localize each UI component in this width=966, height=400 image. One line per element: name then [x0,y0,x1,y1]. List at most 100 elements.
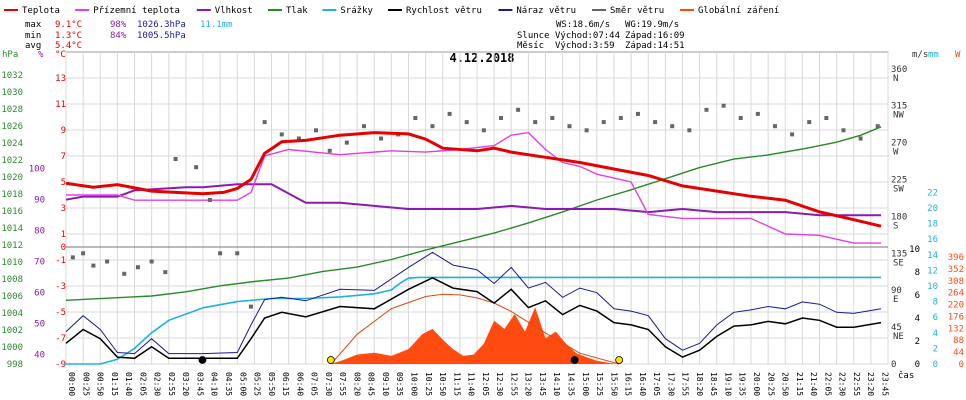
legend-label-2: Vlhkost [215,6,253,16]
moon-label: Měsíc [517,41,544,51]
time-tick-41: 17:05 [652,372,661,396]
wind-dir-point [653,120,658,125]
time-tick-22: 09:10 [381,372,390,396]
time-tick-55: 22:55 [852,372,861,396]
time-tick-27: 11:15 [452,372,461,396]
hpa-tick-6: 1020 [1,173,23,183]
time-tick-42: 17:30 [666,372,675,396]
legend-label-6: Náraz větru [516,6,576,16]
wind-dir-point [122,271,127,276]
stat-max-temp: 9.1°C [55,20,82,30]
wind-dir-point [327,148,332,153]
time-tick-37: 15:25 [595,372,604,396]
marker-moonset [570,356,579,364]
mm-tick-0: 22 [927,188,938,198]
moon-set: Západ:14:51 [625,41,685,51]
w-tick-1: 352 [948,265,964,275]
dir-card-4: S [893,221,898,231]
wind-gust-max: WG:19.9m/s [625,20,679,30]
w-unit: W [955,50,961,60]
wind-dir-point [533,120,538,125]
time-tick-26: 10:50 [438,372,447,396]
time-tick-0: 00:00 [67,372,76,396]
stat-min-temp: 1.3°C [55,31,82,41]
w-tick-4: 220 [948,301,964,311]
hpa-tick-5: 1022 [1,156,23,166]
wind-dir-point [687,128,692,133]
dir-tick-4: 180 [891,212,907,222]
wind-dir-point [567,124,572,129]
time-tick-48: 20:00 [752,372,761,396]
radiation-theoretical-curve [330,293,620,365]
time-tick-46: 19:10 [723,372,732,396]
wind-dir-point [105,259,110,264]
wind-line [65,276,882,360]
wind-dir-point [279,132,284,137]
degc-unit: °C [55,50,66,60]
wind-dir-point [481,128,486,133]
pct-tick-2: 80 [34,227,45,237]
wind-dir-point [498,116,503,120]
time-tick-32: 13:20 [524,372,533,396]
mm-tick-7: 8 [933,298,938,308]
legend-label-4: Srážky [340,6,373,16]
time-tick-24: 10:00 [410,372,419,396]
time-tick-4: 01:40 [124,372,133,396]
wind-dir-point [248,304,253,309]
wind-dir-point [584,128,589,133]
time-tick-11: 04:35 [224,372,233,396]
ms-tick-4: 2 [915,337,920,347]
wind-dir-point [218,251,223,256]
time-tick-49: 20:25 [766,372,775,396]
time-tick-35: 14:35 [566,372,575,396]
degc-tick-11: -7 [55,334,66,344]
humidity-line [65,183,882,217]
dir-card-3: SW [893,185,904,195]
time-tick-8: 03:20 [181,372,190,396]
w-tick-3: 264 [948,289,964,299]
dir-tick-6: 90 [891,286,902,296]
time-tick-21: 08:45 [367,372,376,396]
w-tick-8: 44 [953,348,964,358]
stat-max-label: max [25,20,42,30]
time-tick-29: 12:05 [481,372,490,396]
stat-min-hum: 84% [110,31,127,41]
time-tick-31: 12:55 [509,372,518,396]
rain-line [66,276,882,365]
wind-dir-point [149,259,154,264]
time-tick-12: 05:00 [238,372,247,396]
legend-label-7: Směr větru [610,6,664,16]
wind-dir-point [841,128,846,133]
wind-dir-point [807,120,812,125]
time-tick-34: 14:10 [552,372,561,396]
dir-tick-5: 135 [891,249,907,259]
time-tick-47: 19:35 [738,372,747,396]
hpa-tick-14: 1004 [1,309,23,319]
hpa-tick-17: 998 [7,360,23,370]
wind-dir-point [296,136,301,141]
legend-label-0: Teplota [22,6,60,16]
legend-label-8: Globální záření [698,6,779,16]
wind-dir-point [379,136,384,141]
hpa-tick-7: 1018 [1,190,23,200]
time-tick-13: 05:25 [253,372,262,396]
hpa-tick-13: 1006 [1,292,23,302]
time-tick-38: 15:50 [609,372,618,396]
w-tick-7: 88 [953,336,964,346]
dir-card-6: E [893,295,898,305]
wind-dir-point [875,124,880,129]
wind-dir-point [173,157,178,161]
hpa-tick-8: 1016 [1,207,23,217]
hpa-unit: hPa [2,50,18,60]
moon-rise: Východ:3:59 [555,41,615,51]
pct-tick-1: 90 [34,196,45,206]
stat-min-press: 1005.5hPa [137,31,186,41]
gust-line [65,251,882,355]
time-tick-7: 02:55 [167,372,176,396]
temperature-line [65,131,882,228]
legend: Teplota Přízemní teplota Vlhkost Tlak Srážky… [4,6,779,16]
w-tick-6: 132 [948,324,964,334]
degc-tick-7: 0 [61,243,66,253]
pct-tick-6: 40 [34,351,45,361]
